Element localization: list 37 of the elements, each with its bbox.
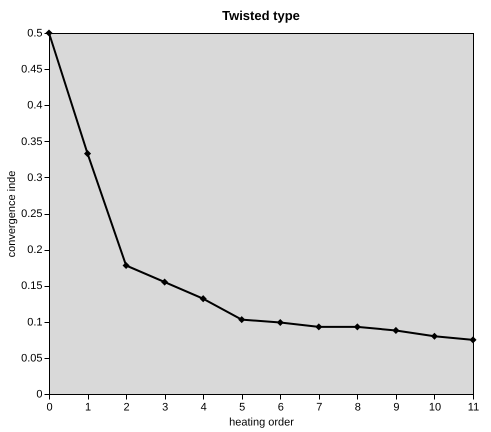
x-tick-label: 9 (393, 402, 400, 414)
x-tick-label: 11 (468, 402, 480, 414)
x-tick-label: 7 (316, 402, 322, 414)
point (84, 150, 92, 158)
x-axis-title: heating order (229, 416, 294, 428)
x-tick-label: 4 (200, 402, 207, 414)
y-axis-title: convergence inde (6, 170, 18, 258)
point (276, 318, 284, 326)
y-tick-label: 0 (36, 388, 42, 400)
x-tick-label: 2 (124, 402, 130, 414)
y-tick-label: 0.45 (21, 64, 42, 76)
point (315, 323, 322, 330)
y-tick-label: 0.5 (27, 28, 42, 40)
point (238, 316, 246, 324)
point (430, 332, 438, 340)
y-tick-label: 0.15 (21, 280, 42, 292)
x-tick-label: 6 (278, 402, 284, 414)
x-tick-label: 3 (162, 402, 168, 414)
x-tick-label: 5 (239, 402, 246, 414)
point (122, 262, 130, 270)
point (161, 278, 168, 286)
x-tick-label: 8 (354, 402, 361, 414)
point (354, 323, 361, 330)
y-tick-label: 0.4 (27, 100, 42, 112)
y-tick-label: 0.2 (27, 244, 42, 256)
y-tick-label: 0.1 (27, 316, 42, 328)
y-tick-label: 0.3 (27, 172, 42, 184)
point (200, 295, 207, 302)
y-tick-label: 0.25 (21, 208, 42, 220)
x-tick-label: 10 (428, 402, 442, 414)
chart-title: Twisted type (222, 8, 300, 23)
x-tick-label: 1 (84, 402, 92, 414)
y-tick-label: 0.35 (21, 136, 42, 148)
x-tick-label: 0 (46, 402, 53, 414)
y-tick-label: 0.05 (21, 352, 42, 364)
point (392, 326, 400, 334)
point (469, 336, 477, 344)
